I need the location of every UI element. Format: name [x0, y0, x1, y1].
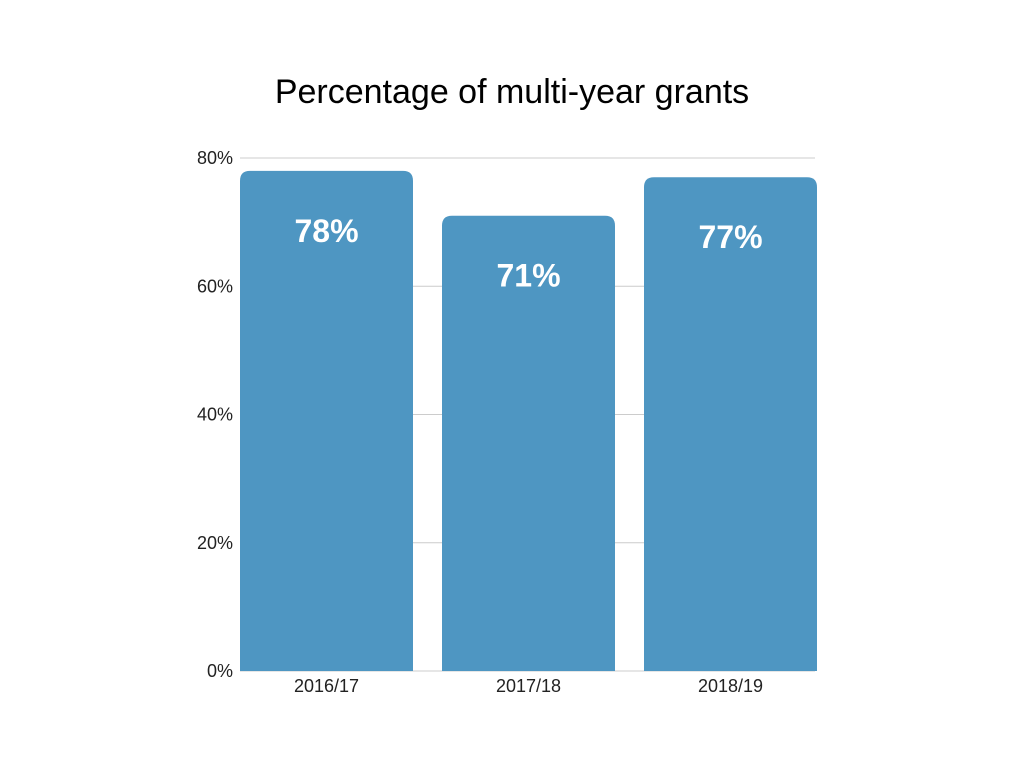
y-tick-label: 20% [197, 533, 233, 553]
y-tick-label: 40% [197, 405, 233, 425]
x-category-label: 2017/18 [496, 676, 561, 696]
bars [240, 170, 817, 672]
x-category-label: 2016/17 [294, 676, 359, 696]
x-axis-category-labels: 2016/17 2017/18 2018/19 [294, 676, 763, 696]
chart-title: Percentage of multi-year grants [275, 73, 749, 111]
x-category-label: 2018/19 [698, 676, 763, 696]
bar-value-label: 71% [496, 258, 560, 294]
y-tick-label: 60% [197, 276, 233, 296]
y-tick-label: 80% [197, 148, 233, 168]
bar-2018-19 [644, 177, 817, 672]
y-tick-label: 0% [207, 661, 233, 681]
y-axis-tick-labels: 0% 20% 40% 60% 80% [197, 148, 233, 681]
bar-value-label: 78% [294, 213, 358, 249]
bar-2017-18 [442, 215, 615, 671]
data-labels: 78% 71% 77% [294, 213, 762, 294]
bar-value-label: 77% [698, 219, 762, 255]
bar-2016-17 [240, 170, 413, 671]
